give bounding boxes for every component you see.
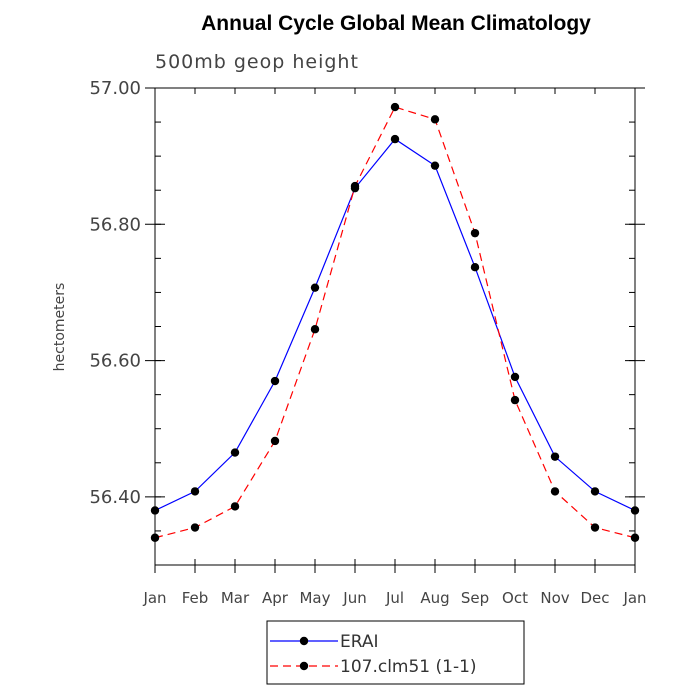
data-point-series-1 bbox=[190, 523, 200, 532]
data-point-series-1 bbox=[350, 181, 360, 191]
y-axis-label: hectometers bbox=[52, 283, 68, 372]
data-point-series-1 bbox=[310, 325, 320, 334]
legend-label-0: ERAI bbox=[340, 632, 379, 652]
data-point-series-1 bbox=[230, 502, 240, 511]
y-tick-label: 56.60 bbox=[89, 351, 141, 372]
data-point-series-0 bbox=[590, 487, 600, 496]
x-tick-label: Jul bbox=[385, 589, 404, 607]
axis-ticks: 56.40 56.60 56.80 57.00 Jan Feb Mar Apr May Jun Ju… bbox=[89, 78, 646, 607]
data-point-series-0 bbox=[150, 506, 160, 515]
data-point-series-0 bbox=[510, 372, 520, 382]
data-point-series-0 bbox=[310, 283, 320, 292]
series-line-0 bbox=[154, 138, 636, 512]
data-point-series-0 bbox=[190, 487, 200, 496]
legend-box bbox=[266, 620, 525, 685]
x-tick-label: Jan bbox=[622, 589, 646, 607]
data-point-series-0 bbox=[550, 452, 560, 461]
y-tick-label: 57.00 bbox=[89, 78, 141, 99]
legend-label-1: 107.clm51 (1-1) bbox=[340, 657, 477, 677]
y-tick-label: 56.40 bbox=[89, 487, 141, 508]
x-tick-label: Sep bbox=[461, 589, 489, 607]
data-point-series-1 bbox=[150, 533, 160, 542]
series-line-1 bbox=[154, 106, 636, 539]
x-tick-label: Jun bbox=[342, 589, 366, 607]
data-point-series-1 bbox=[390, 102, 400, 112]
data-point-series-1 bbox=[470, 228, 480, 238]
x-tick-label: Apr bbox=[262, 589, 289, 607]
x-tick-label: Jan bbox=[142, 589, 166, 607]
x-tick-label: Mar bbox=[221, 589, 250, 607]
data-point-series-1 bbox=[590, 523, 600, 532]
data-point-series-0 bbox=[430, 161, 440, 170]
x-tick-label: Feb bbox=[182, 589, 209, 607]
legend-marker-1 bbox=[299, 661, 309, 671]
x-tick-label: Dec bbox=[580, 589, 609, 607]
data-point-series-1 bbox=[270, 436, 280, 446]
data-point-series-0 bbox=[270, 376, 280, 386]
plot-frame bbox=[154, 87, 636, 566]
data-point-series-1 bbox=[430, 115, 440, 124]
legend-marker-0 bbox=[299, 636, 309, 646]
data-point-series-0 bbox=[630, 506, 640, 515]
data-point-series-0 bbox=[470, 263, 480, 272]
chart-subtitle: 500mb geop height bbox=[155, 51, 359, 73]
series-layer bbox=[150, 102, 640, 542]
data-point-series-0 bbox=[230, 448, 240, 457]
x-tick-label: Nov bbox=[540, 589, 569, 607]
data-point-series-1 bbox=[630, 533, 640, 542]
x-tick-label: Aug bbox=[420, 589, 449, 607]
x-tick-label: May bbox=[299, 589, 330, 607]
data-point-series-0 bbox=[390, 134, 400, 144]
data-point-series-1 bbox=[550, 487, 560, 496]
y-tick-label: 56.80 bbox=[89, 214, 141, 235]
x-tick-label: Oct bbox=[502, 589, 528, 607]
chart-title: Annual Cycle Global Mean Climatology bbox=[201, 12, 591, 35]
legend: ERAI 107.clm51 (1-1) bbox=[266, 620, 525, 685]
data-point-series-1 bbox=[510, 395, 520, 405]
